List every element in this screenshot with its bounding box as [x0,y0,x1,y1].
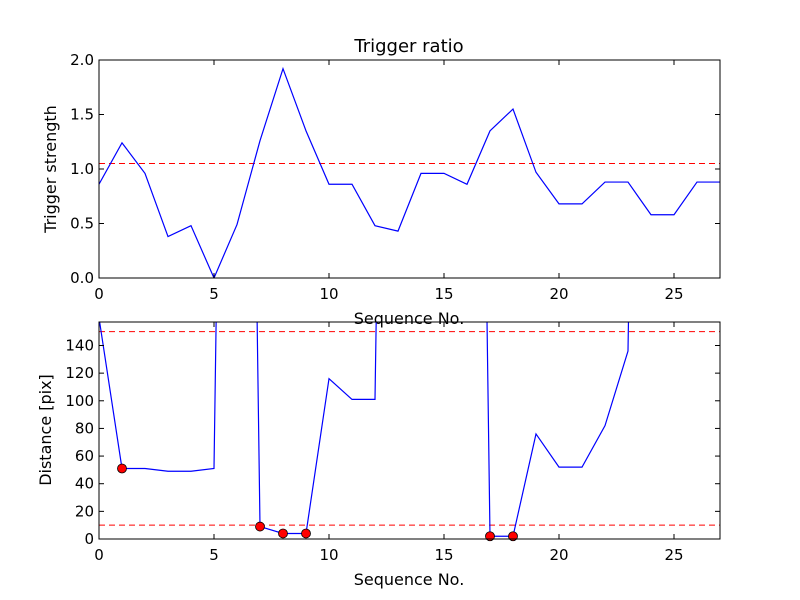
x-axis-label: Sequence No. [354,309,465,328]
y-tick-label: 0.5 [70,215,94,233]
plot-frame [98,59,721,279]
x-tick-label: 25 [664,285,683,303]
y-tick-label: 100 [65,392,94,410]
x-tick-label: 25 [664,546,683,564]
x-tick-label: 10 [319,285,338,303]
x-tick-label: 20 [549,546,568,564]
trigger-ratio-chart: Trigger ratio 0 5 10 15 20 250.00.51.01.52.0 … [41,36,721,328]
y-axis-label: Distance [pix] [36,374,55,486]
y-tick-label: 140 [65,336,94,354]
highlight-point [508,531,518,542]
series-line [99,322,630,537]
x-tick-label: 10 [319,546,338,564]
y-tick-label: 0.0 [70,269,94,287]
x-tick-label: 15 [434,546,453,564]
highlight-point [301,528,311,539]
highlight-point [255,521,265,532]
y-axis-label: Trigger strength [41,105,60,234]
plot-frame [98,321,721,540]
x-tick-label: 0 [94,285,104,303]
x-tick-label: 5 [209,285,219,303]
x-tick-label: 20 [549,285,568,303]
highlight-point [485,531,495,542]
x-tick-label: 5 [209,546,219,564]
highlight-point [278,528,288,539]
y-tick-label: 2.0 [70,51,94,69]
y-tick-label: 1.0 [70,160,94,178]
y-tick-label: 60 [75,447,94,465]
chart-title: Trigger ratio [353,36,463,57]
x-tick-label: 15 [434,285,453,303]
plot-area: 0 5 10 15 20 25 0 20 40 60 80 100 120 140 [65,322,720,564]
highlight-point [117,463,127,474]
distance-chart: 0 5 10 15 20 25 0 20 40 60 80 100 120 140 Sequence No… [36,321,721,589]
y-tick-label: 0 [84,530,94,548]
y-tick-label: 20 [75,502,94,520]
series-line [99,66,720,278]
y-tick-label: 1.5 [70,106,94,124]
plot-area: 0 5 10 15 20 25 0.0 0.5 1.0 1.5 2.0 [70,51,720,303]
y-tick-label: 120 [65,364,94,382]
x-axis-label: Sequence No. [354,570,465,589]
y-tick-label: 40 [75,475,94,493]
x-tick-label: 0 [94,546,104,564]
y-tick-label: 80 [75,419,94,437]
